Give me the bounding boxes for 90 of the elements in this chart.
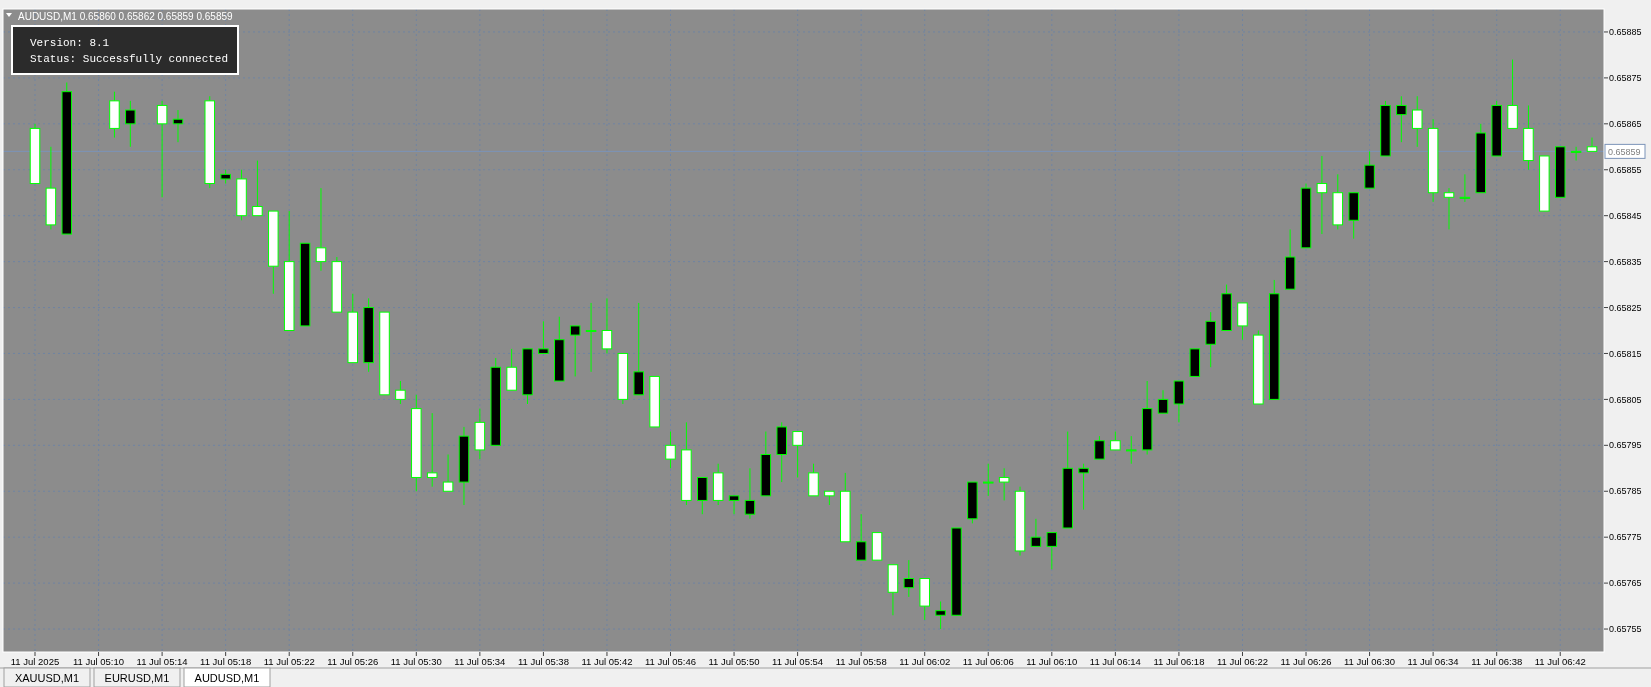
x-tick-label: 11 Jul 05:22 — [263, 656, 315, 667]
x-tick-label: 11 Jul 06:06 — [962, 656, 1014, 667]
x-tick-label: 11 Jul 05:50 — [708, 656, 760, 667]
annotation: Status: Successfully connected — [30, 53, 229, 65]
candlestick — [125, 100, 136, 148]
y-tick-label: 0.65865 — [1609, 118, 1642, 129]
candlestick — [395, 380, 406, 405]
candlestick — [156, 100, 168, 198]
x-tick-label: 11 Jul 06:42 — [1534, 656, 1586, 667]
annotation: Version: 8.1 — [30, 37, 110, 49]
y-tick-label: 0.65775 — [1609, 532, 1642, 543]
candlestick — [998, 467, 1010, 501]
y-tick-label: 0.65875 — [1609, 73, 1642, 84]
chart-title: AUDUSD,M1 0.65860 0.65862 0.65859 0.65859 — [18, 11, 234, 22]
y-tick-label: 0.65785 — [1609, 486, 1642, 497]
x-tick-label: 11 Jul 06:18 — [1153, 656, 1205, 667]
candlestick — [935, 600, 946, 630]
ref-line-label: 0.65859 — [1608, 146, 1641, 157]
text: XAUUSD,M1 — [14, 672, 80, 684]
y-tick-label: 0.65805 — [1609, 394, 1642, 405]
candlestick — [633, 302, 644, 396]
y-tick-label: 0.65845 — [1609, 210, 1642, 221]
candlestick — [1125, 435, 1137, 465]
text: EURUSD,M1 — [104, 672, 170, 684]
y-tick-label: 0.65755 — [1609, 624, 1642, 635]
candlestick — [1094, 435, 1105, 460]
x-tick-label: 11 Jul 05:38 — [517, 656, 569, 667]
x-tick-label: 11 Jul 06:34 — [1407, 656, 1459, 667]
candlestick — [1237, 302, 1248, 341]
candlestick — [808, 463, 819, 497]
candlestick — [506, 348, 517, 391]
candlestick — [1411, 95, 1423, 148]
candlestick — [1316, 155, 1328, 235]
candlestick — [1396, 95, 1407, 143]
x-tick-label: 11 Jul 05:34 — [454, 656, 506, 667]
y-tick-label: 0.65765 — [1609, 578, 1642, 589]
candlestick — [1078, 463, 1089, 511]
candlestick — [1443, 187, 1455, 230]
x-tick-label: 11 Jul 06:22 — [1216, 656, 1268, 667]
candlestick — [426, 412, 438, 488]
candlestick — [697, 476, 708, 515]
x-tick-label: 11 Jul 06:26 — [1280, 656, 1332, 667]
x-tick-label: 11 Jul 06:02 — [899, 656, 951, 667]
candlestick — [538, 320, 549, 354]
x-tick-label: 11 Jul 06:10 — [1026, 656, 1078, 667]
candlestick — [744, 467, 756, 520]
x-tick-label: 11 Jul 05:18 — [200, 656, 252, 667]
candlestick — [1586, 137, 1598, 152]
candlestick — [252, 160, 263, 217]
y-tick-label: 0.65855 — [1609, 164, 1642, 175]
candlestick — [728, 495, 740, 515]
x-tick-label: 11 Jul 05:46 — [644, 656, 697, 667]
x-tick-label: 11 Jul 06:14 — [1089, 656, 1141, 667]
candlestick — [601, 297, 613, 354]
y-tick-label: 0.65885 — [1609, 27, 1642, 38]
x-tick-label: 11 Jul 2025 — [10, 656, 60, 667]
candlestick — [1570, 146, 1582, 162]
x-tick-label: 11 Jul 05:42 — [581, 656, 633, 667]
candlestick — [1110, 431, 1121, 451]
candlestick — [1364, 150, 1375, 189]
candlestick — [585, 302, 597, 373]
x-tick-label: 11 Jul 05:30 — [390, 656, 442, 667]
candlestick — [1507, 59, 1518, 129]
candlestick — [903, 559, 915, 598]
candlestick — [855, 513, 867, 561]
candlestick — [983, 463, 994, 497]
y-tick-label: 0.65795 — [1609, 440, 1642, 451]
candlestick — [1157, 389, 1169, 414]
x-tick-label: 11 Jul 05:54 — [772, 656, 824, 667]
x-tick-label: 11 Jul 05:10 — [73, 656, 125, 667]
y-tick-label: 0.65825 — [1609, 302, 1642, 313]
candlestick — [1459, 173, 1471, 203]
x-tick-label: 11 Jul 05:26 — [327, 656, 379, 667]
y-tick-label: 0.65815 — [1609, 348, 1642, 359]
candlestick — [315, 187, 327, 272]
candlestick — [665, 431, 676, 469]
candlestick — [792, 431, 803, 478]
x-tick-label: 11 Jul 06:30 — [1344, 656, 1396, 667]
y-tick-label: 0.65835 — [1609, 256, 1642, 267]
candlestick — [569, 325, 581, 377]
x-tick-label: 11 Jul 06:38 — [1471, 656, 1523, 667]
info-panel: Version: 8.1 Status: Successfully connected — [11, 25, 239, 75]
x-tick-label: 11 Jul 05:14 — [136, 656, 188, 667]
x-tick-label: 11 Jul 05:58 — [835, 656, 887, 667]
candlestick — [1173, 380, 1185, 423]
candlestick — [442, 454, 454, 492]
candlestick — [1046, 532, 1058, 570]
candlestick — [1205, 311, 1216, 368]
candlestick — [1030, 518, 1042, 547]
text: AUDUSD,M1 — [194, 672, 260, 684]
